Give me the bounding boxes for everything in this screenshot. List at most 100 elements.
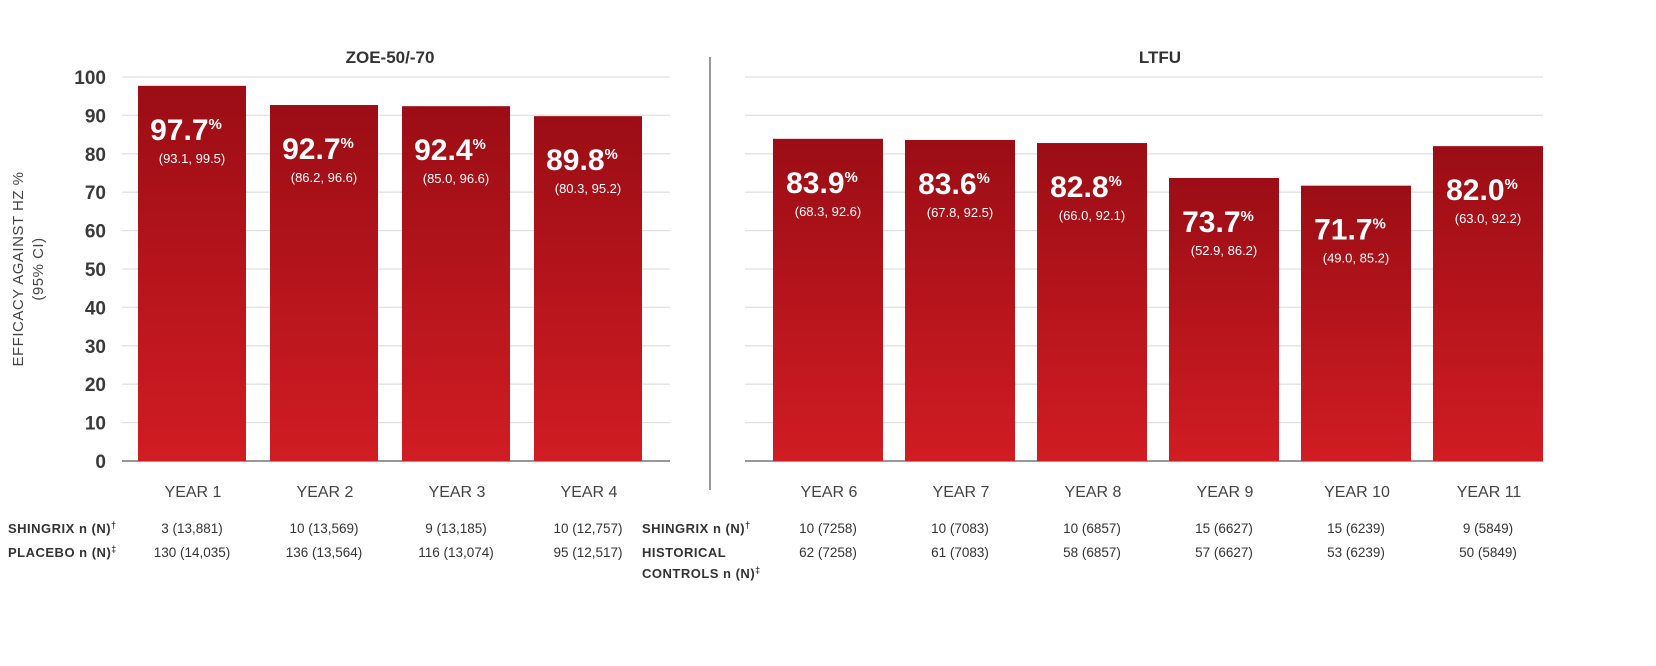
y-tick-label: 20: [85, 375, 106, 396]
bar-value-label: 92.4%: [414, 134, 486, 167]
bar-value-label: 83.6%: [918, 168, 990, 201]
percent-sign: %: [473, 136, 486, 153]
table-cell: 3 (13,881): [161, 521, 223, 536]
table-row-label: PLACEBO n (N)‡: [8, 544, 117, 560]
bar: [1301, 185, 1411, 461]
bar: [402, 106, 510, 462]
x-tick-label: YEAR 7: [933, 484, 990, 501]
bar-value: 92.4: [414, 134, 473, 167]
bar-value-label: 92.7%: [282, 133, 354, 166]
bar-value: 83.9: [786, 167, 844, 200]
x-tick-label: YEAR 1: [165, 484, 222, 501]
bar-ci-label: (86.2, 96.6): [291, 170, 358, 185]
x-tick-label: YEAR 9: [1197, 484, 1254, 501]
x-tick-label: YEAR 2: [297, 484, 354, 501]
table-cell: 62 (7258): [799, 545, 857, 560]
y-tick-label: 10: [85, 414, 106, 435]
table-cell: 15 (6239): [1327, 521, 1385, 536]
panel-title: LTFU: [1139, 48, 1181, 67]
x-tick-label: YEAR 10: [1324, 484, 1390, 501]
bar: [1037, 143, 1147, 461]
bar-value-label: 83.9%: [786, 167, 858, 200]
x-tick-label: YEAR 3: [429, 484, 486, 501]
table-cell: 130 (14,035): [154, 545, 231, 560]
y-axis-label-line: (95% CI): [30, 237, 47, 300]
x-tick-label: YEAR 6: [801, 484, 858, 501]
percent-sign: %: [845, 169, 858, 186]
y-tick-label: 30: [85, 337, 106, 358]
bar: [534, 116, 642, 461]
bar-value-label: 73.7%: [1182, 206, 1254, 239]
y-axis-label: EFFICACY AGAINST HZ % (95% CI): [10, 172, 47, 367]
table-cell: 95 (12,517): [553, 545, 622, 560]
bar-ci-label: (67.8, 92.5): [927, 205, 994, 220]
bar-ci-label: (52.9, 86.2): [1191, 243, 1258, 258]
bar-value-label: 82.0%: [1446, 174, 1518, 207]
table-cell: 10 (7258): [799, 521, 857, 536]
bar-value: 92.7: [282, 133, 340, 166]
table-cell: 116 (13,074): [418, 545, 494, 560]
bar-value: 82.8: [1050, 171, 1108, 204]
y-tick-label: 50: [85, 260, 106, 281]
table-row-label: CONTROLS n (N)‡: [642, 565, 761, 581]
table-cell: 15 (6627): [1195, 521, 1253, 536]
y-tick-label: 90: [85, 106, 106, 127]
percent-sign: %: [1241, 208, 1254, 225]
row-label-text: PLACEBO n (N): [8, 545, 111, 560]
bar-value-label: 71.7%: [1314, 214, 1386, 247]
table-row-label: SHINGRIX n (N)†: [642, 520, 751, 536]
row-label-text: CONTROLS n (N): [642, 566, 755, 581]
table-cell: 61 (7083): [931, 545, 989, 560]
table-row-label: SHINGRIX n (N)†: [8, 520, 117, 536]
y-tick-label: 80: [85, 145, 106, 166]
bar-value: 71.7: [1314, 214, 1372, 247]
table-cell: 50 (5849): [1459, 545, 1517, 560]
y-tick-label: 100: [74, 68, 106, 89]
table-cell: 9 (5849): [1463, 521, 1513, 536]
percent-sign: %: [977, 170, 990, 187]
table-cell: 136 (13,564): [286, 545, 363, 560]
bar-ci-label: (68.3, 92.6): [795, 204, 862, 219]
bar-ci-label: (85.0, 96.6): [423, 171, 490, 186]
bar-ci-label: (49.0, 85.2): [1323, 251, 1390, 266]
footnote-mark: †: [111, 520, 117, 530]
y-tick-label: 40: [85, 298, 106, 319]
bar-value: 73.7: [1182, 206, 1240, 239]
table-cell: 58 (6857): [1063, 545, 1121, 560]
y-axis-label-line: EFFICACY AGAINST HZ %: [10, 172, 27, 367]
bar: [1433, 146, 1543, 461]
bar-value: 97.7: [150, 114, 208, 147]
table-cell: 10 (6857): [1063, 521, 1121, 536]
percent-sign: %: [341, 135, 354, 152]
x-tick-label: YEAR 8: [1065, 484, 1122, 501]
footnote-mark: †: [745, 520, 751, 530]
bar-ci-label: (80.3, 95.2): [555, 181, 622, 196]
y-tick-label: 60: [85, 222, 106, 243]
table-cell: 10 (7083): [931, 521, 989, 536]
percent-sign: %: [209, 116, 222, 133]
row-label-text: HISTORICAL: [642, 545, 726, 560]
bar: [270, 105, 378, 462]
table-cell: 10 (12,757): [553, 521, 622, 536]
bar-value-label: 97.7%: [150, 114, 222, 147]
table-cell: 9 (13,185): [425, 521, 487, 536]
bar-value: 89.8: [546, 144, 604, 177]
bar: [138, 85, 246, 461]
table-cell: 53 (6239): [1327, 545, 1385, 560]
table-cell: 57 (6627): [1195, 545, 1253, 560]
bar: [773, 138, 883, 461]
panel-title: ZOE-50/-70: [346, 48, 435, 67]
percent-sign: %: [1109, 173, 1122, 190]
footnote-mark: ‡: [755, 565, 761, 575]
percent-sign: %: [1373, 216, 1386, 233]
y-tick-label: 70: [85, 183, 106, 204]
footnote-mark: ‡: [111, 544, 117, 554]
x-tick-label: YEAR 11: [1457, 484, 1522, 501]
row-label-text: SHINGRIX n (N): [8, 521, 111, 536]
bar-value-label: 82.8%: [1050, 171, 1122, 204]
table-cell: 10 (13,569): [289, 521, 358, 536]
bar: [905, 139, 1015, 461]
bar-value: 83.6: [918, 168, 976, 201]
bar-ci-label: (63.0, 92.2): [1455, 211, 1522, 226]
